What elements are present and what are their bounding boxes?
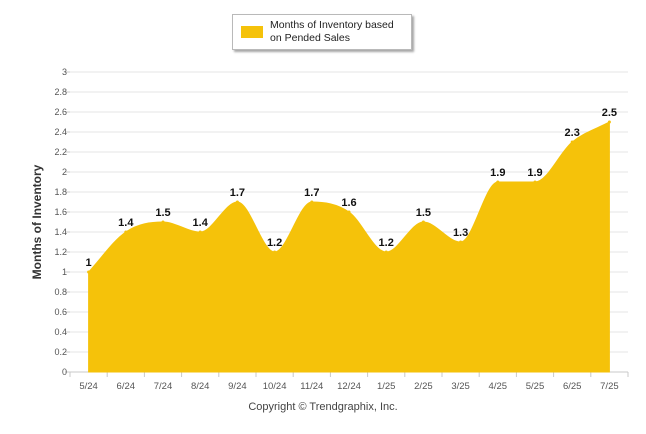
x-tick-label: 9/24 (228, 381, 247, 392)
y-tick-label: 3 (62, 67, 67, 77)
series-area (88, 121, 610, 373)
y-tick-label: 1.4 (54, 227, 67, 237)
data-label: 1.9 (527, 167, 542, 179)
data-point (607, 120, 611, 124)
y-tick-label: 0.4 (54, 327, 67, 337)
data-label: 1.7 (230, 187, 245, 199)
data-point (124, 230, 128, 234)
data-label: 1.7 (304, 187, 319, 199)
legend-label-line-1: Months of Inventory based (270, 19, 394, 31)
data-point (384, 250, 388, 254)
data-point (533, 180, 537, 184)
legend-label: Months of Inventory based on Pended Sale… (270, 19, 410, 45)
data-label: 1.4 (118, 217, 134, 229)
copyright-text: Copyright © Trendgraphix, Inc. (248, 401, 398, 413)
y-tick-label: 0 (62, 367, 67, 377)
data-point (570, 140, 574, 144)
x-tick-label: 3/25 (451, 381, 470, 392)
x-tick-label: 6/25 (563, 381, 582, 392)
y-tick-label: 1.8 (54, 187, 67, 197)
data-label: 1.5 (155, 207, 170, 219)
legend-label-line-2: on Pended Sales (270, 32, 350, 44)
data-label: 2.5 (602, 107, 617, 119)
y-tick-label: 2.8 (54, 87, 67, 97)
data-point (347, 210, 351, 214)
y-tick-label: 2.4 (54, 127, 67, 137)
y-axis-title: Months of Inventory (30, 164, 44, 279)
x-tick-label: 4/25 (489, 381, 508, 392)
data-point (161, 220, 165, 224)
legend-swatch (241, 26, 263, 38)
x-tick-label: 6/24 (117, 381, 136, 392)
y-tick-label: 0.2 (54, 347, 67, 357)
data-label: 2.3 (565, 127, 580, 139)
x-tick-label: 12/24 (337, 381, 361, 392)
x-tick-label: 11/24 (300, 381, 323, 392)
y-tick-label: 0.6 (54, 307, 67, 317)
data-point (496, 180, 500, 184)
data-label: 1.2 (267, 237, 282, 249)
y-tick-label: 1 (62, 267, 67, 277)
data-point (459, 240, 463, 244)
data-label: 1.5 (416, 207, 431, 219)
data-label: 1.4 (193, 217, 209, 229)
x-tick-label: 7/24 (154, 381, 173, 392)
y-tick-label: 2.2 (54, 147, 67, 157)
y-tick-label: 2.6 (54, 107, 67, 117)
data-label: 1.3 (453, 227, 468, 239)
data-point (87, 270, 91, 274)
data-point (198, 230, 202, 234)
y-tick-label: 0.8 (54, 287, 67, 297)
x-tick-label: 5/25 (526, 381, 545, 392)
y-tick-label: 1.6 (54, 207, 67, 217)
data-point (310, 200, 314, 204)
data-point (421, 220, 425, 224)
x-tick-label: 10/24 (263, 381, 287, 392)
data-point (273, 250, 277, 254)
data-point (235, 200, 239, 204)
x-tick-label: 2/25 (414, 381, 433, 392)
y-tick-label: 1.2 (54, 247, 67, 257)
data-label: 1.6 (341, 197, 356, 209)
legend: Months of Inventory based on Pended Sale… (232, 14, 412, 50)
x-tick-label: 5/24 (79, 381, 98, 392)
x-tick-label: 7/25 (600, 381, 619, 392)
y-tick-label: 2 (62, 167, 67, 177)
x-tick-label: 1/25 (377, 381, 396, 392)
data-label: 1 (86, 257, 92, 269)
x-tick-label: 8/24 (191, 381, 210, 392)
data-label: 1.2 (379, 237, 394, 249)
data-label: 1.9 (490, 167, 505, 179)
